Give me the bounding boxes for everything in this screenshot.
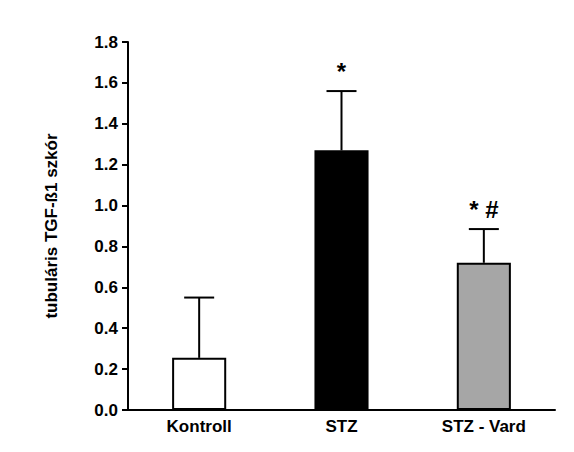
svg-text:1.4: 1.4: [94, 114, 118, 133]
svg-text:*: *: [337, 58, 347, 85]
svg-text:STZ - Vard: STZ - Vard: [442, 417, 526, 436]
svg-text:1.8: 1.8: [94, 33, 118, 52]
svg-text:0.8: 0.8: [94, 237, 118, 256]
svg-text:STZ: STZ: [325, 417, 357, 436]
svg-text:tubuláris TGF-ß1 szkór: tubuláris TGF-ß1 szkór: [42, 133, 61, 319]
svg-text:1.0: 1.0: [94, 196, 118, 215]
svg-text:* #: * #: [469, 196, 498, 223]
svg-text:Kontroll: Kontroll: [167, 417, 232, 436]
svg-text:0.0: 0.0: [94, 401, 118, 420]
svg-text:0.6: 0.6: [94, 278, 118, 297]
svg-text:0.2: 0.2: [94, 360, 118, 379]
svg-text:1.2: 1.2: [94, 155, 118, 174]
svg-text:0.4: 0.4: [94, 319, 118, 338]
svg-text:1.6: 1.6: [94, 73, 118, 92]
